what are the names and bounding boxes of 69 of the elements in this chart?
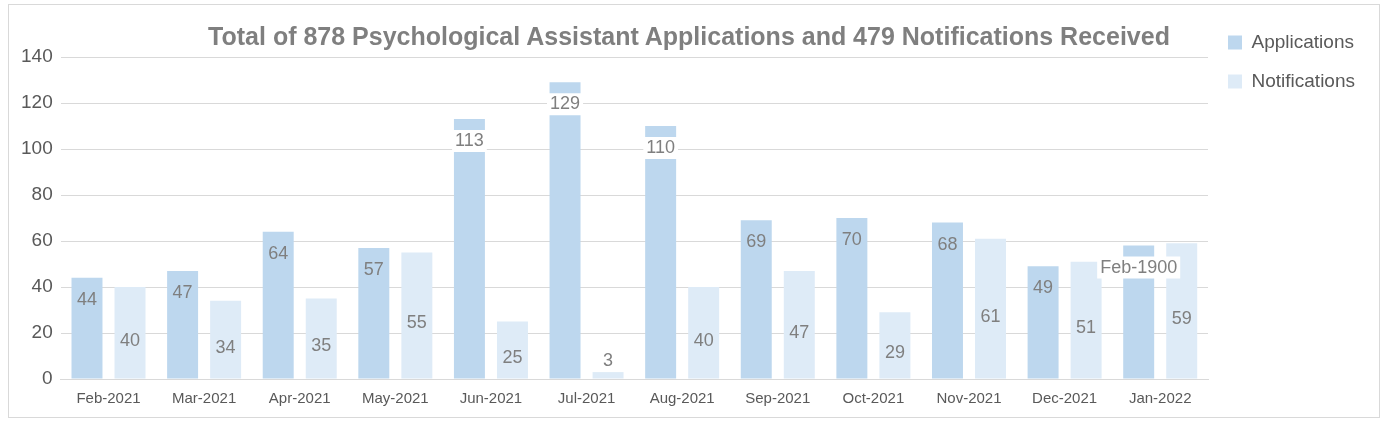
data-label: 34 <box>215 336 236 357</box>
x-tick-label: Dec-2021 <box>1032 389 1098 407</box>
x-tick-label: Jan-2022 <box>1128 389 1192 407</box>
data-label: 57 <box>363 258 384 279</box>
data-label: 47 <box>172 281 193 302</box>
data-label: 51 <box>1076 317 1097 338</box>
bar <box>210 300 242 379</box>
x-tick-label: May-2021 <box>361 389 429 407</box>
bar <box>401 252 433 379</box>
bar <box>71 277 103 379</box>
data-label: 69 <box>746 231 767 252</box>
data-label: 129 <box>550 93 581 114</box>
x-tick-label: Feb-2021 <box>76 389 141 407</box>
legend-label: Notifications <box>1251 69 1356 91</box>
data-label: 47 <box>789 321 810 342</box>
data-label: 59 <box>1171 307 1192 328</box>
data-label: 44 <box>76 288 98 309</box>
data-label: 40 <box>120 329 141 350</box>
y-tick-label: 120 <box>21 91 53 113</box>
y-tick-label: 40 <box>31 275 53 297</box>
x-tick-label: Jun-2021 <box>459 389 523 407</box>
x-tick-label: Mar-2021 <box>172 389 237 407</box>
bar <box>931 222 963 379</box>
bar <box>879 312 911 379</box>
bar <box>496 321 528 379</box>
data-label: 40 <box>693 329 714 350</box>
legend-label: Applications <box>1251 30 1354 52</box>
bar <box>262 231 294 379</box>
bar <box>836 218 868 379</box>
data-label: 3 <box>603 350 614 371</box>
data-label: 110 <box>646 136 675 157</box>
x-tick-label: Sep-2021 <box>745 389 811 407</box>
data-label: 25 <box>502 346 523 367</box>
y-tick-label: 20 <box>31 321 53 343</box>
bar <box>305 298 337 379</box>
bar <box>114 287 146 379</box>
data-label: 64 <box>268 242 289 263</box>
bar <box>1027 266 1059 379</box>
x-tick-label: Apr-2021 <box>268 389 331 407</box>
x-tick-label: Jul-2021 <box>557 389 616 407</box>
bar <box>453 119 485 379</box>
bar <box>1070 261 1102 379</box>
bar <box>167 270 199 379</box>
bar <box>358 247 390 379</box>
data-label: 35 <box>311 335 332 356</box>
bar <box>592 372 624 379</box>
data-label: Feb-1900 <box>1100 256 1178 277</box>
y-tick-label: 60 <box>31 229 53 251</box>
data-label: 55 <box>406 312 427 333</box>
bar <box>783 270 815 379</box>
y-tick-label: 80 <box>31 183 53 205</box>
data-label: 113 <box>455 130 484 151</box>
x-tick-label: Oct-2021 <box>842 389 905 407</box>
bar <box>740 220 772 379</box>
y-tick-label: 140 <box>21 45 53 67</box>
x-tick-label: Nov-2021 <box>936 389 1002 407</box>
x-tick-label: Aug-2021 <box>649 389 715 407</box>
bar <box>975 238 1006 379</box>
y-tick-label: 100 <box>21 137 53 159</box>
data-label: 29 <box>884 342 905 363</box>
bar <box>549 82 581 379</box>
bar <box>645 126 677 379</box>
data-label: 61 <box>980 305 1001 326</box>
bar <box>688 287 720 379</box>
data-label: 68 <box>937 233 958 254</box>
chart-title: Total of 878 Psychological Assistant Applications and 479 Notifications Received <box>208 21 1170 50</box>
data-label: 70 <box>841 228 862 249</box>
y-tick-label: 0 <box>42 367 53 389</box>
data-label: 49 <box>1033 277 1054 298</box>
